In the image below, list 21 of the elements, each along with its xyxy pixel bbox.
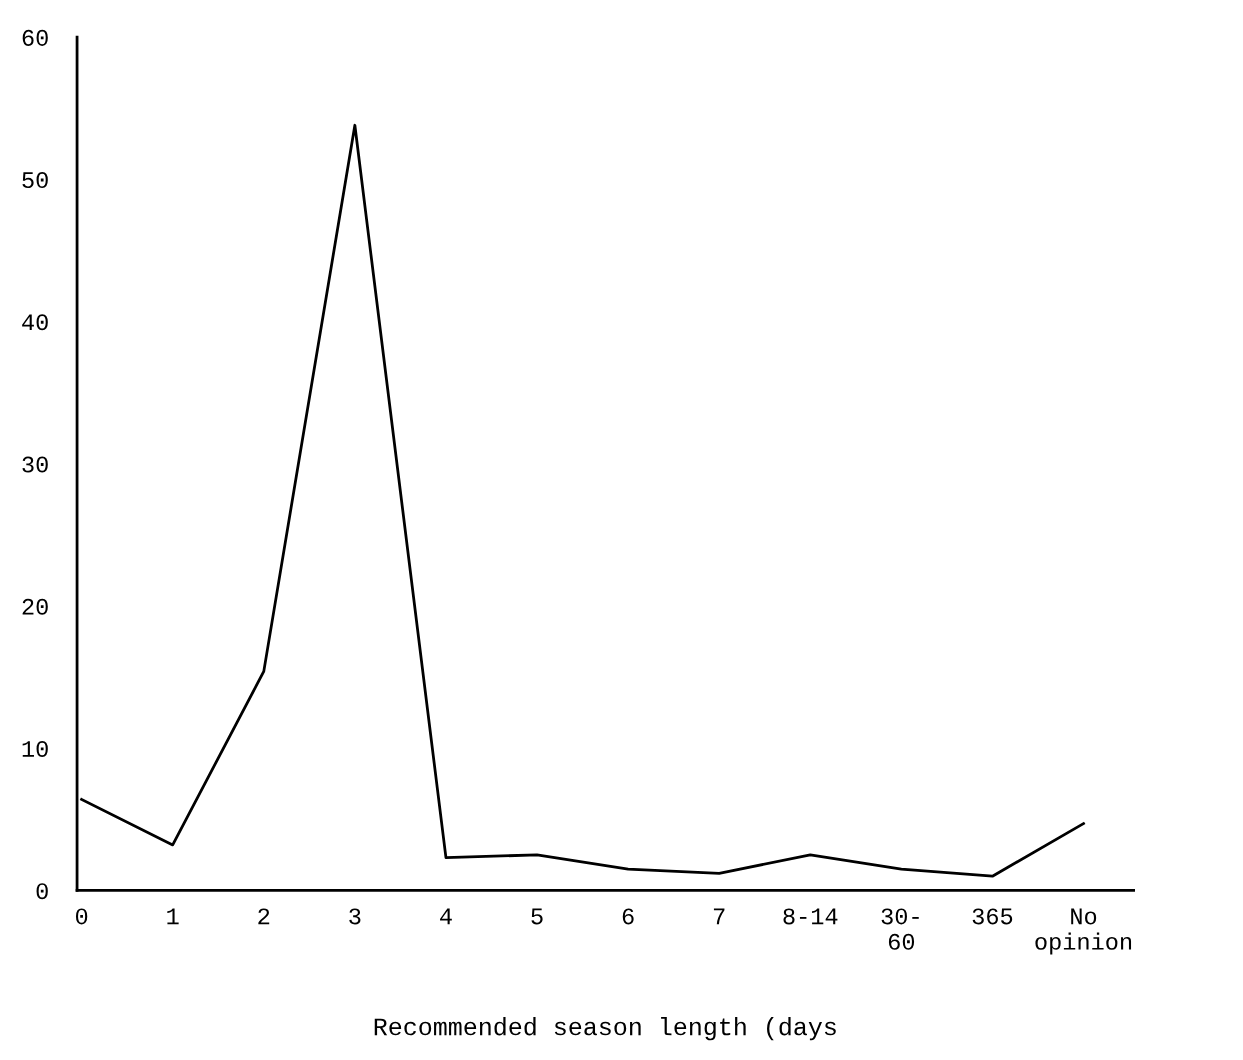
x-tick-label: 3 [349, 908, 361, 925]
line-series [80, 123, 1085, 878]
x-tick-label: No opinion [1035, 908, 1132, 955]
x-tick-label: 0 [75, 908, 88, 925]
y-tick-label: 60 [22, 29, 48, 46]
y-tick-label: 0 [36, 883, 48, 900]
x-tick-label: 6 [622, 908, 634, 925]
x-tick-label: 5 [531, 908, 543, 925]
y-tick-label: 40 [22, 314, 48, 331]
x-tick-label: 365 [972, 908, 1013, 925]
y-tick-label: 20 [22, 598, 48, 615]
x-axis-title: Recommended season length (days [374, 1017, 836, 1041]
x-tick-label: 4 [440, 908, 452, 925]
y-tick-label: 30 [22, 456, 48, 473]
x-tick-label: 1 [167, 908, 179, 925]
x-tick-label: 2 [258, 908, 270, 925]
y-tick-label: 10 [22, 740, 48, 757]
x-tick-label: 7 [713, 908, 725, 925]
y-tick-label: 50 [22, 172, 48, 189]
x-tick-label: 8-14 [783, 908, 838, 925]
x-tick-label: 30- 60 [881, 908, 919, 950]
